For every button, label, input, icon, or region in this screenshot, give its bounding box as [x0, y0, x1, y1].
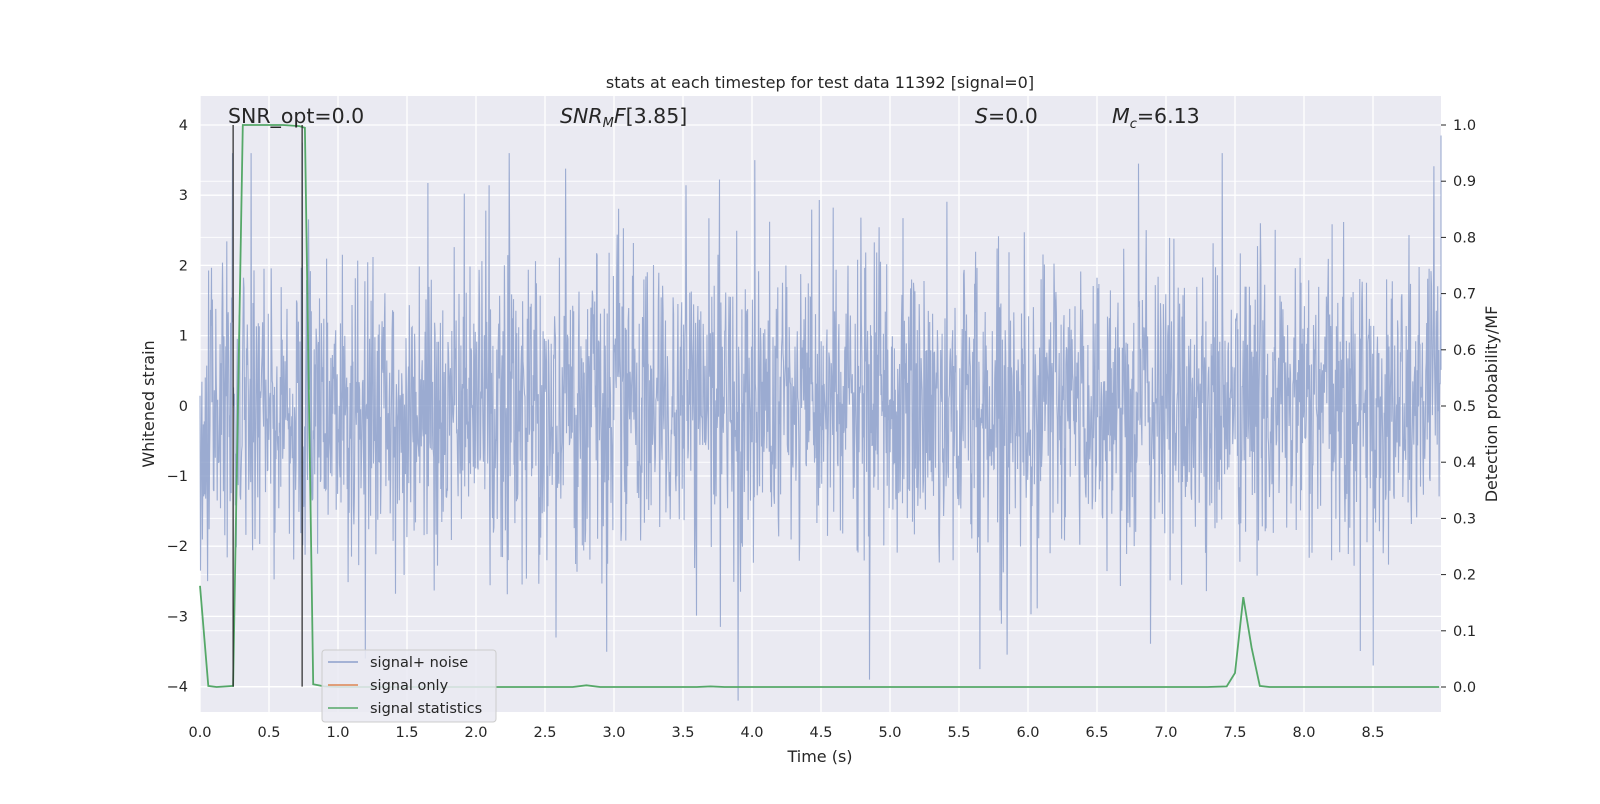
y-tick-label: 2 [179, 258, 188, 274]
statistics-series [199, 124, 1440, 688]
x-tick-label: 4.5 [809, 725, 832, 741]
x-tick-label: 8.5 [1361, 725, 1384, 741]
signal-noise-line [199, 135, 1442, 701]
y-tick-label: 1 [179, 329, 188, 345]
legend-label-signal-only: signal only [370, 678, 449, 694]
chart-title: stats at each timestep for test data 113… [606, 73, 1034, 92]
legend-label-signal-noise: signal+ noise [370, 655, 468, 671]
y2-tick-label: 0.1 [1453, 624, 1476, 640]
x-tick-label: 1.0 [326, 725, 349, 741]
x-tick-label: 7.0 [1154, 725, 1177, 741]
y-tick-label: −1 [167, 469, 188, 485]
x-tick-label: 0.0 [188, 725, 211, 741]
vertical-markers [232, 125, 303, 687]
annotation-snr-mf-value: [3.85] [626, 104, 688, 128]
annotation-s: S=0.0 [975, 104, 1038, 128]
x-tick-label: 6.0 [1016, 725, 1039, 741]
y-tick-label: −4 [167, 680, 188, 696]
x-tick-label: 0.5 [257, 725, 280, 741]
annotation-mc-value: =6.13 [1137, 104, 1200, 128]
x-tick-label: 1.5 [395, 725, 418, 741]
y2-tick-label: 0.8 [1453, 230, 1476, 246]
legend: signal+ noise signal only signal statist… [321, 649, 497, 723]
y2-tick-labels: 1.0 0.9 0.8 0.7 0.6 0.5 0.4 0.3 0.2 0.1 0.0 [1441, 118, 1476, 696]
signal-statistics-line [199, 124, 1440, 688]
annotation-snr-opt: SNR_opt=0.0 [228, 104, 364, 129]
y2-tick-label: 0.0 [1453, 680, 1476, 696]
x-tick-label: 6.5 [1085, 725, 1108, 741]
annotation-snr-mf: SNRMF[3.85] [560, 104, 687, 131]
y2-axis-label: Detection probability/MF [1482, 306, 1501, 503]
x-tick-label: 3.0 [602, 725, 625, 741]
y-tick-labels: 4 3 2 1 0 −1 −2 −3 −4 [167, 118, 188, 696]
x-tick-label: 4.0 [740, 725, 763, 741]
y-tick-label: −3 [167, 609, 188, 625]
y2-tick-label: 0.6 [1453, 343, 1476, 359]
y-tick-label: 3 [179, 188, 188, 204]
legend-box [321, 649, 497, 723]
y-tick-label: −2 [167, 539, 188, 555]
annotation-mc: Mc=6.13 [1112, 104, 1200, 132]
y2-tick-label: 0.5 [1453, 399, 1476, 415]
x-tick-labels: 0.0 0.5 1.0 1.5 2.0 2.5 3.0 3.5 4.0 4.5 5.0 5.5 6.0 6… [188, 725, 1384, 741]
y2-tick-label: 1.0 [1453, 118, 1476, 134]
noise-series [199, 135, 1442, 701]
y2-tick-label: 0.2 [1453, 568, 1476, 584]
y-tick-label: 0 [179, 399, 188, 415]
x-tick-label: 3.5 [671, 725, 694, 741]
y2-tick-label: 0.9 [1453, 174, 1476, 190]
x-tick-label: 5.0 [878, 725, 901, 741]
x-tick-label: 7.5 [1223, 725, 1246, 741]
annotation-s-value: =0.0 [988, 104, 1038, 128]
x-tick-label: 8.0 [1292, 725, 1315, 741]
y-axis-label: Whitened strain [139, 340, 158, 467]
y-tick-label: 4 [179, 118, 188, 134]
x-tick-label: 2.0 [464, 725, 487, 741]
x-tick-label: 2.5 [533, 725, 556, 741]
y2-tick-label: 0.3 [1453, 511, 1476, 527]
x-axis-label: Time (s) [786, 747, 852, 766]
y2-tick-label: 0.4 [1453, 455, 1476, 471]
y2-tick-label: 0.7 [1453, 287, 1476, 303]
x-tick-label: 5.5 [947, 725, 970, 741]
legend-label-signal-statistics: signal statistics [370, 701, 482, 717]
